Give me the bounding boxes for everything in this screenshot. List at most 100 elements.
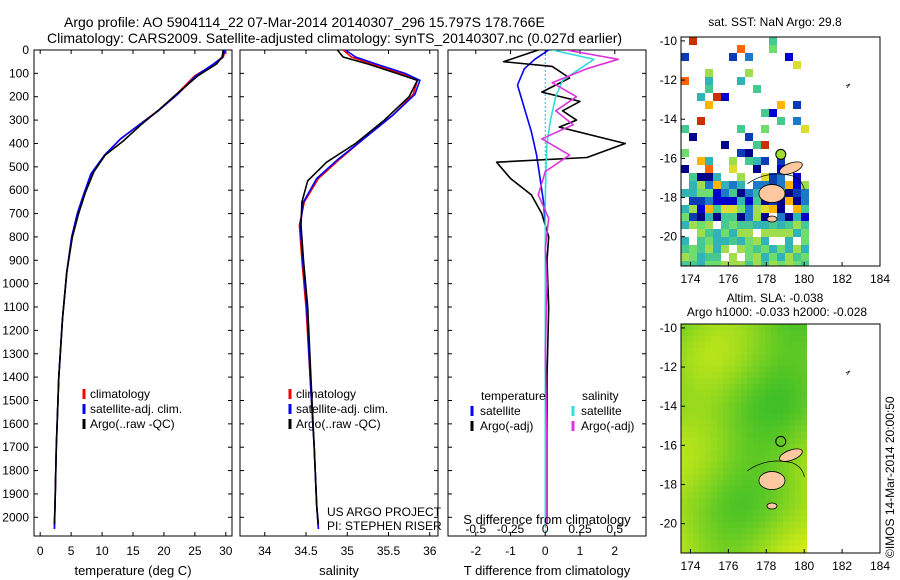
sla-cell <box>699 438 705 444</box>
island-kadavu <box>766 215 778 223</box>
sst-cell <box>681 165 689 173</box>
sla-cell <box>771 432 777 438</box>
map-x-tick-label: 184 <box>870 559 890 573</box>
sla-cell <box>741 432 747 438</box>
sla-cell <box>717 534 723 540</box>
sla-cell <box>687 336 693 342</box>
sst-cell <box>801 237 809 245</box>
sla-cell <box>789 372 795 378</box>
sst-cell <box>753 245 761 253</box>
sla-cell <box>687 534 693 540</box>
sla-cell <box>759 402 765 408</box>
x-tick-label: 36 <box>423 544 437 558</box>
sla-cell <box>705 498 711 504</box>
sla-cell <box>771 450 777 456</box>
sst-cell <box>721 197 729 205</box>
sla-cell <box>705 444 711 450</box>
sla-cell <box>747 342 753 348</box>
sla-cell <box>717 378 723 384</box>
sla-cell <box>687 462 693 468</box>
y-tick-label: 1500 <box>2 393 29 407</box>
sla-cell <box>699 342 705 348</box>
sla-cell <box>717 420 723 426</box>
sla-cell <box>783 468 789 474</box>
sla-cell <box>795 366 801 372</box>
sla-cell <box>699 528 705 534</box>
sla-cell <box>723 474 729 480</box>
legend-label: Argo(-adj) <box>480 419 533 433</box>
reef-outline <box>747 173 805 190</box>
map-x-tick-label: 174 <box>680 559 700 573</box>
sla-cell <box>681 336 687 342</box>
y-tick-label: 1300 <box>2 347 29 361</box>
sla-cell <box>801 366 807 372</box>
sla-cell <box>789 390 795 396</box>
sla-cell <box>681 324 687 330</box>
sla-cell <box>765 348 771 354</box>
sst-cell <box>729 237 737 245</box>
sst-cell <box>681 237 689 245</box>
sla-cell <box>729 402 735 408</box>
sla-cell <box>795 342 801 348</box>
sla-cell <box>705 438 711 444</box>
sla-cell <box>759 324 765 330</box>
sla-cell <box>693 444 699 450</box>
sla-cell <box>789 336 795 342</box>
sla-cell <box>765 360 771 366</box>
x-tick-label: 10 <box>95 544 109 558</box>
sst-cell <box>753 181 761 189</box>
sla-cell <box>723 324 729 330</box>
sst-cell <box>729 253 737 261</box>
sla-cell <box>705 456 711 462</box>
sla-cell <box>735 444 741 450</box>
sla-cell <box>771 348 777 354</box>
sla-cell <box>795 498 801 504</box>
sla-cell <box>801 534 807 540</box>
sla-cell <box>759 372 765 378</box>
sla-cell <box>723 396 729 402</box>
reef-outline <box>747 460 805 477</box>
x-tick-label: -2 <box>470 544 481 558</box>
sla-cell <box>789 324 795 330</box>
sla-cell <box>705 354 711 360</box>
sla-cell <box>717 336 723 342</box>
sla-cell <box>729 480 735 486</box>
sla-cell <box>693 546 699 552</box>
map-x-tick-label: 176 <box>718 559 738 573</box>
sst-cell <box>681 205 689 213</box>
sla-cell <box>753 354 759 360</box>
sst-cell <box>777 261 785 266</box>
sla-cell <box>771 492 777 498</box>
sla-cell <box>699 420 705 426</box>
sla-cell <box>681 540 687 546</box>
sla-cell <box>741 402 747 408</box>
sla-cell <box>723 522 729 528</box>
small-island-outline <box>845 370 851 376</box>
sla-cell <box>693 456 699 462</box>
salinity-axis-label: salinity <box>319 563 359 578</box>
sla-cell <box>705 324 711 330</box>
sla-cell <box>759 330 765 336</box>
sla-cell <box>711 492 717 498</box>
sla-cell <box>741 372 747 378</box>
sla-cell <box>759 528 765 534</box>
sla-cell <box>699 402 705 408</box>
sla-cell <box>699 444 705 450</box>
sla-cell <box>771 540 777 546</box>
sla-cell <box>693 390 699 396</box>
sla-cell <box>723 516 729 522</box>
sla-cell <box>729 450 735 456</box>
sla-cell <box>711 396 717 402</box>
sla-cell <box>705 528 711 534</box>
sla-cell <box>801 336 807 342</box>
sla-cell <box>723 528 729 534</box>
sla-cell <box>801 432 807 438</box>
sla-cell <box>729 348 735 354</box>
sla-cell <box>777 510 783 516</box>
sla-cell <box>801 378 807 384</box>
sst-cell <box>761 157 769 165</box>
sla-cell <box>687 366 693 372</box>
sla-cell <box>801 408 807 414</box>
legend-label: Argo(..raw -QC) <box>296 417 381 431</box>
sla-cell <box>753 546 759 552</box>
